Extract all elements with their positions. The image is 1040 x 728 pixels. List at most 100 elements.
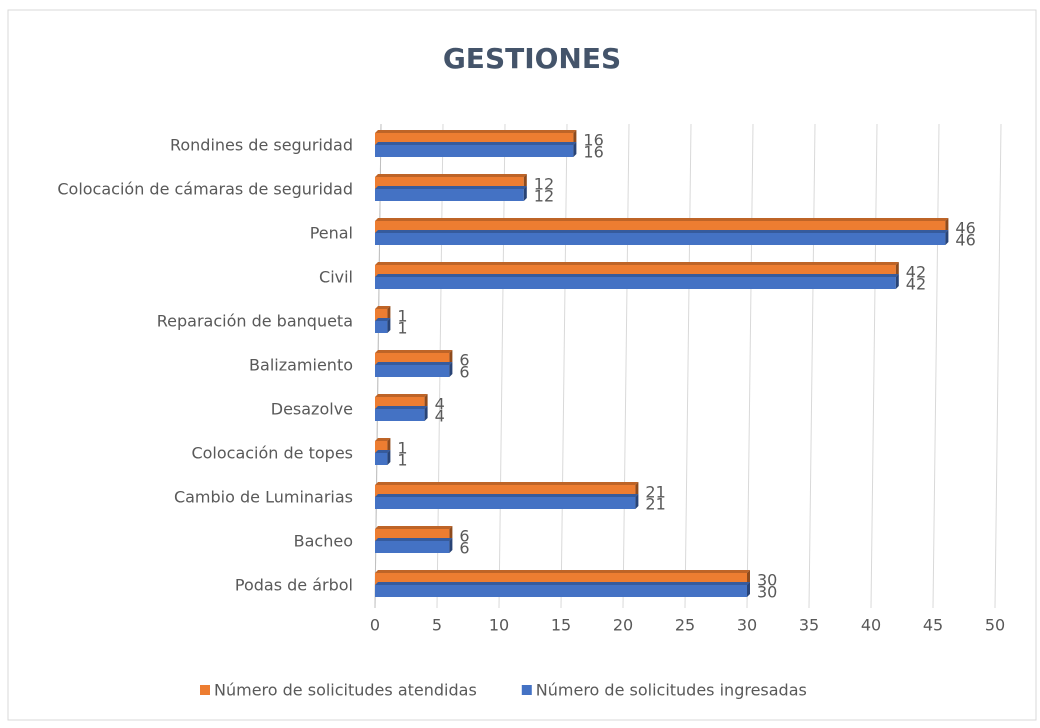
y-tick-label: Rondines de seguridad	[170, 136, 353, 155]
bar	[375, 233, 946, 245]
x-tick-label: 5	[432, 616, 442, 635]
x-tick-label: 25	[675, 616, 695, 635]
grid-line	[622, 123, 630, 609]
y-tick-label: Civil	[319, 268, 353, 287]
bar-top	[375, 130, 577, 133]
x-tick-label: 45	[923, 616, 943, 635]
bar	[375, 585, 747, 597]
bar-top	[375, 450, 391, 453]
data-label: 1	[397, 451, 407, 470]
bar-side	[895, 274, 899, 289]
x-tick-label: 10	[489, 616, 509, 635]
bar-top	[375, 350, 453, 353]
legend-swatch	[521, 685, 532, 695]
y-tick-label: Bacheo	[294, 532, 353, 551]
bar	[375, 409, 425, 421]
data-label: 21	[645, 495, 665, 514]
bar-top	[375, 394, 428, 397]
bar	[375, 365, 450, 377]
bar-side	[424, 394, 428, 409]
data-label: 6	[459, 527, 469, 546]
bar	[375, 497, 636, 509]
y-tick-label: Cambio de Luminarias	[174, 488, 353, 507]
y-tick-label: Reparación de banqueta	[157, 312, 353, 331]
bar-top	[375, 582, 750, 585]
data-label: 6	[459, 351, 469, 370]
y-tick-label: Colocación de topes	[191, 444, 353, 463]
grid-line	[932, 123, 940, 609]
x-tick-label: 0	[370, 616, 380, 635]
x-tick-label: 15	[551, 616, 571, 635]
bar-top	[375, 482, 639, 485]
data-label: 42	[906, 263, 926, 282]
bar-top	[375, 438, 391, 441]
data-label: 4	[435, 395, 445, 414]
bar-top	[375, 494, 639, 497]
bar-top	[375, 306, 391, 309]
bar	[375, 541, 450, 553]
x-tick-label: 35	[799, 616, 819, 635]
chart-frame	[7, 9, 1037, 721]
bar-top	[375, 570, 750, 573]
data-label: 46	[955, 219, 975, 238]
data-label: 1	[397, 439, 407, 458]
bar-top	[375, 230, 949, 233]
bar-side	[747, 582, 750, 597]
x-tick-label: 40	[861, 616, 881, 635]
bar-side	[895, 262, 899, 277]
data-label: 30	[757, 571, 777, 590]
data-label: 42	[906, 275, 926, 294]
x-tick-label: 30	[737, 616, 757, 635]
y-tick-label: Balizamiento	[249, 356, 353, 375]
bar-side	[747, 570, 750, 585]
data-label: 16	[583, 143, 603, 162]
bar-top	[375, 406, 428, 409]
bar	[375, 145, 574, 157]
data-label: 46	[955, 231, 975, 250]
grid-line	[560, 123, 568, 609]
bar-top	[375, 538, 453, 541]
legend-label: Número de solicitudes ingresadas	[536, 681, 807, 700]
bar-side	[449, 538, 453, 553]
data-label: 6	[459, 539, 469, 558]
bar-side	[449, 350, 453, 365]
bar	[375, 189, 524, 201]
bar-side	[523, 174, 527, 189]
bar-top	[375, 174, 527, 177]
grid-line	[746, 123, 754, 609]
y-tick-label: Podas de árbol	[235, 576, 353, 595]
bar-side	[635, 482, 639, 497]
legend-swatch	[200, 685, 210, 695]
bar-top	[375, 218, 949, 221]
data-label: 21	[645, 483, 665, 502]
bar-side	[387, 318, 391, 333]
x-tick-label: 50	[985, 616, 1005, 635]
bar-side	[573, 142, 577, 157]
bar	[375, 277, 896, 289]
data-label: 1	[397, 307, 407, 326]
data-label: 6	[459, 363, 469, 382]
data-label: 16	[583, 131, 603, 150]
y-tick-label: Desazolve	[271, 400, 353, 419]
data-label: 12	[534, 175, 554, 194]
bar-top	[375, 318, 391, 321]
bar-side	[523, 186, 527, 201]
grid-line	[808, 123, 816, 609]
bar-side	[573, 130, 577, 145]
legend-label: Número de solicitudes atendidas	[214, 681, 477, 700]
data-label: 1	[397, 319, 407, 338]
bar-side	[387, 306, 391, 321]
chart-title: GESTIONES	[443, 42, 621, 75]
data-label: 4	[435, 407, 445, 426]
bar-side	[635, 494, 639, 509]
bar-side	[449, 526, 453, 541]
bar-top	[375, 526, 453, 529]
bar-top	[375, 186, 527, 189]
bar-side	[387, 450, 391, 465]
bar-top	[375, 262, 899, 265]
grid-line	[498, 123, 506, 609]
bar	[375, 321, 388, 333]
bar-side	[424, 406, 428, 421]
grid-line	[870, 123, 878, 609]
